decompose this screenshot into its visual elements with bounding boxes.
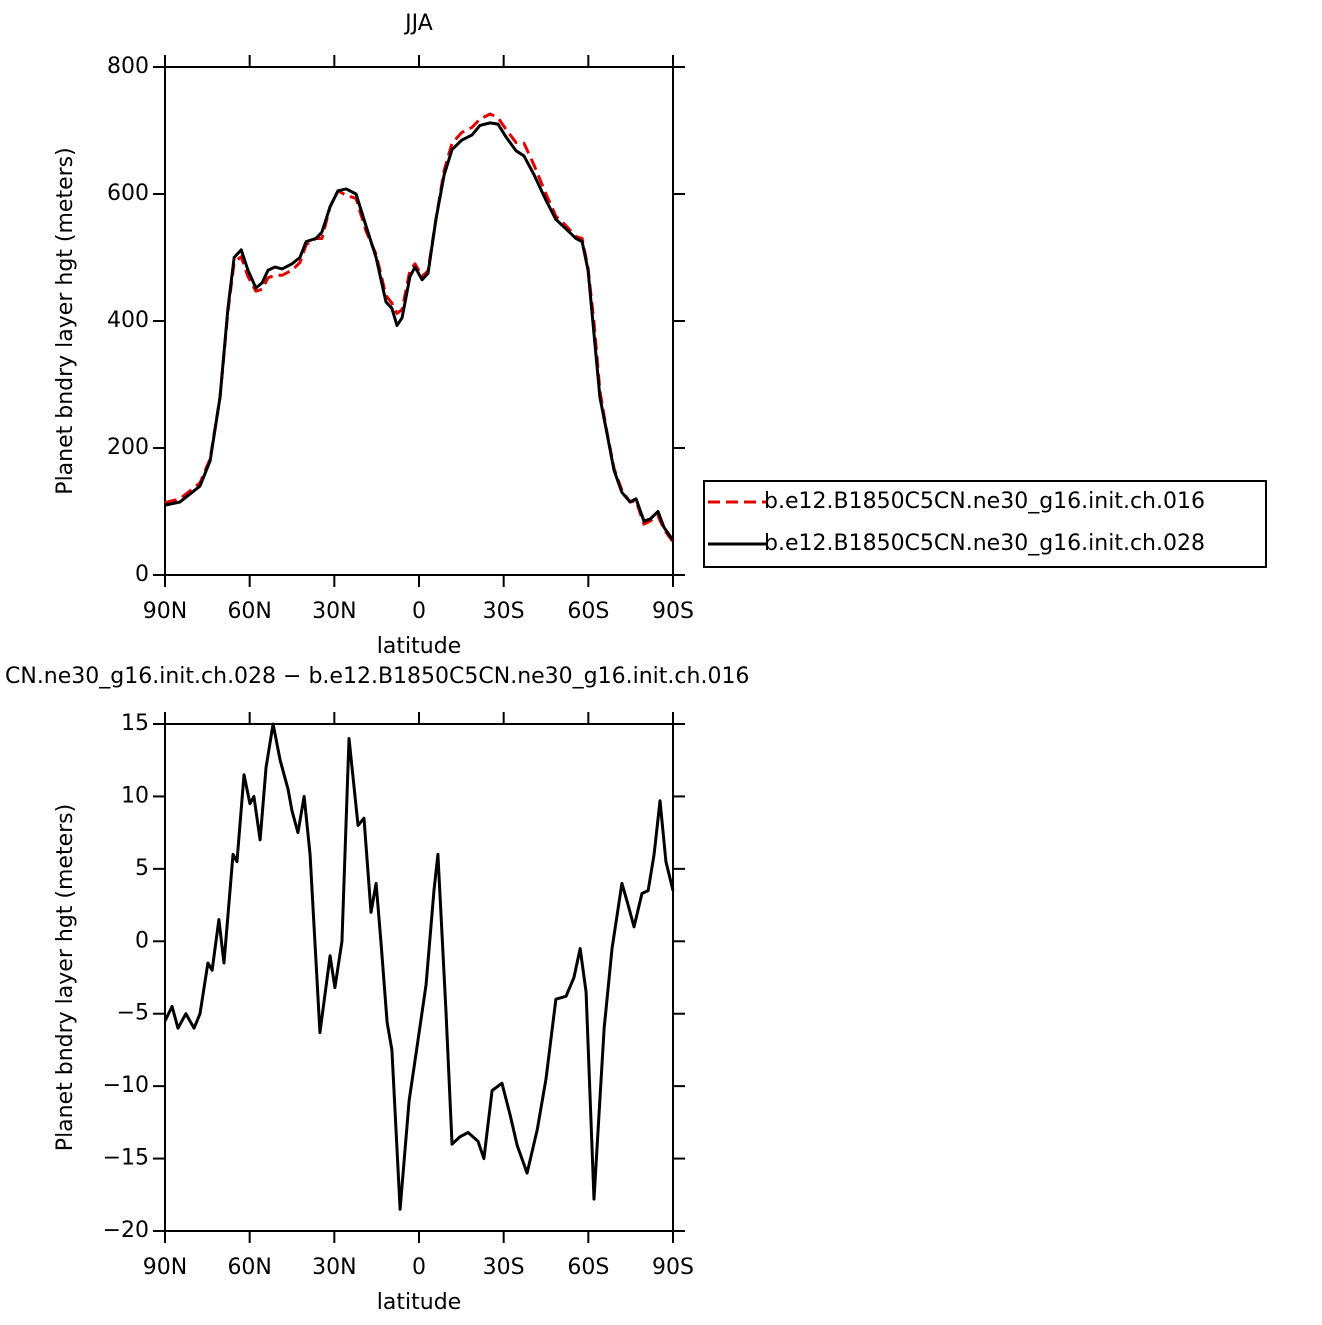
y-tick-label: −5 <box>117 1001 149 1026</box>
y-axis-label: Planet bndry layer hgt (meters) <box>53 147 78 494</box>
x-tick-label: 30N <box>312 1255 356 1280</box>
data-line <box>164 112 675 543</box>
chart-title: CN.ne30_g16.init.ch.028 − b.e12.B1850C5C… <box>5 664 749 689</box>
y-tick-label: 5 <box>135 856 149 881</box>
x-tick-label: 90N <box>143 599 187 624</box>
y-tick-label: 600 <box>107 181 149 206</box>
y-tick-label: 400 <box>107 308 149 333</box>
x-tick-label: 90S <box>652 1255 694 1280</box>
data-line <box>164 121 675 541</box>
x-tick-label: 0 <box>412 599 426 624</box>
y-tick-label: 800 <box>107 54 149 79</box>
x-axis-label: latitude <box>377 634 461 659</box>
x-tick-label: 60S <box>567 1255 609 1280</box>
y-tick-label: 200 <box>107 435 149 460</box>
legend-box <box>703 480 1267 568</box>
y-tick-label: 10 <box>121 783 149 808</box>
y-tick-label: 0 <box>135 562 149 587</box>
legend-label: b.e12.B1850C5CN.ne30_g16.init.ch.028 <box>764 531 1205 556</box>
x-tick-label: 60S <box>567 599 609 624</box>
x-tick-label: 0 <box>412 1255 426 1280</box>
x-tick-label: 30S <box>483 1255 525 1280</box>
x-tick-label: 90S <box>652 599 694 624</box>
y-tick-label: −15 <box>103 1146 149 1171</box>
y-tick-label: −10 <box>103 1073 149 1098</box>
x-axis-label: latitude <box>377 1290 461 1315</box>
y-tick-label: 0 <box>135 928 149 953</box>
y-axis-label: Planet bndry layer hgt (meters) <box>53 804 78 1151</box>
x-tick-label: 60N <box>227 1255 271 1280</box>
x-tick-label: 30S <box>483 599 525 624</box>
plot-frame <box>164 66 674 576</box>
y-tick-label: 15 <box>121 711 149 736</box>
chart-title: JJA <box>403 11 433 36</box>
y-tick-label: −20 <box>103 1218 149 1243</box>
legend-label: b.e12.B1850C5CN.ne30_g16.init.ch.016 <box>764 489 1205 514</box>
x-tick-label: 90N <box>143 1255 187 1280</box>
x-tick-label: 60N <box>227 599 271 624</box>
data-line <box>163 722 675 1211</box>
x-tick-label: 30N <box>312 599 356 624</box>
